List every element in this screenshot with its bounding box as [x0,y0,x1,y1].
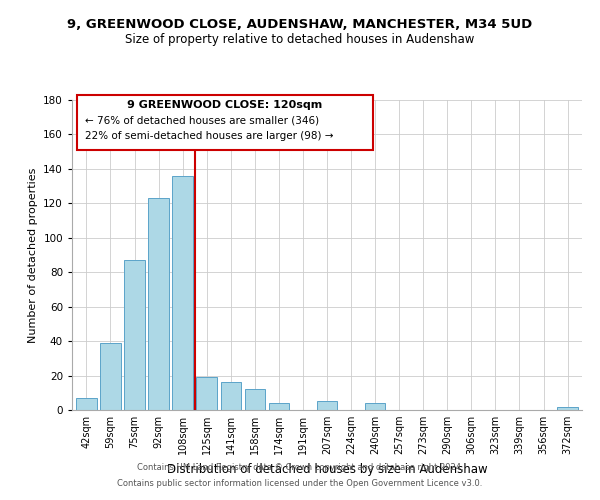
Bar [245,390,265,410]
Bar [76,398,97,410]
Text: Contains public sector information licensed under the Open Government Licence v3: Contains public sector information licen… [118,478,482,488]
Text: 22% of semi-detached houses are larger (98) →: 22% of semi-detached houses are larger (… [85,131,333,141]
Bar [221,382,241,410]
Text: Size of property relative to detached houses in Audenshaw: Size of property relative to detached ho… [125,32,475,46]
Y-axis label: Number of detached properties: Number of detached properties [28,168,38,342]
X-axis label: Distribution of detached houses by size in Audenshaw: Distribution of detached houses by size … [167,462,487,475]
Text: ← 76% of detached houses are smaller (346): ← 76% of detached houses are smaller (34… [85,116,319,126]
FancyBboxPatch shape [77,96,373,150]
Bar [148,198,169,410]
Bar [269,403,289,410]
Text: Contains HM Land Registry data © Crown copyright and database right 2024.: Contains HM Land Registry data © Crown c… [137,464,463,472]
Bar [124,260,145,410]
Bar [365,403,385,410]
Text: 9 GREENWOOD CLOSE: 120sqm: 9 GREENWOOD CLOSE: 120sqm [127,100,323,110]
Bar [317,402,337,410]
Bar [196,378,217,410]
Bar [100,343,121,410]
Bar [557,406,578,410]
Text: 9, GREENWOOD CLOSE, AUDENSHAW, MANCHESTER, M34 5UD: 9, GREENWOOD CLOSE, AUDENSHAW, MANCHESTE… [67,18,533,30]
Bar [172,176,193,410]
